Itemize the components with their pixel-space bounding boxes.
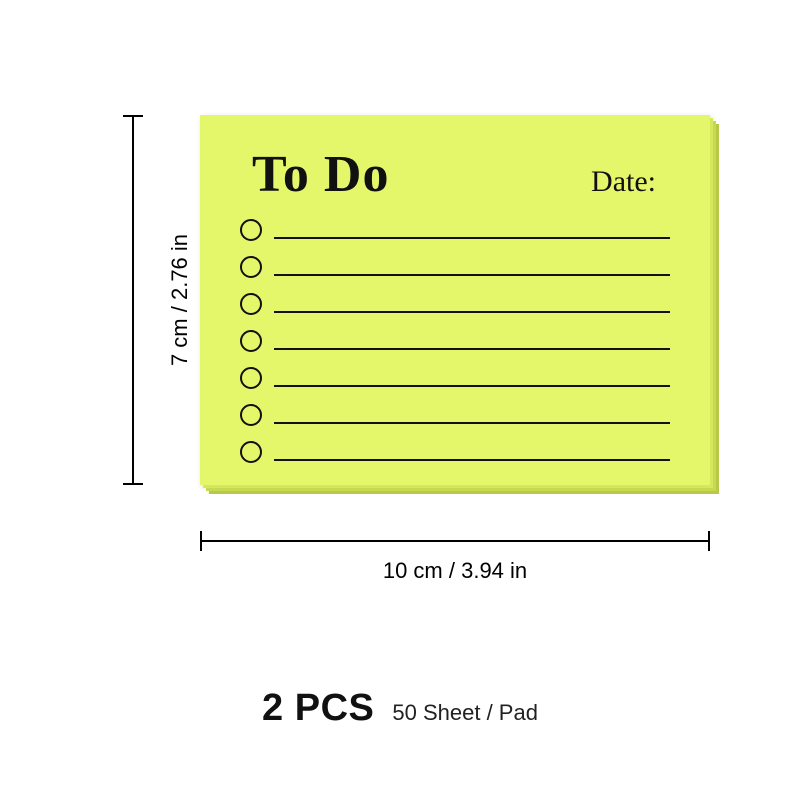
todo-line bbox=[274, 274, 670, 276]
todo-line bbox=[274, 348, 670, 350]
todo-row bbox=[240, 440, 670, 464]
product-infographic: To Do Date: 7 cm / 2.76 in 10 cm / 3.94 … bbox=[0, 0, 800, 800]
todo-row bbox=[240, 218, 670, 242]
todo-row bbox=[240, 403, 670, 427]
quantity-text: 2 PCS bbox=[262, 687, 374, 730]
pad-printed-content: To Do Date: bbox=[200, 115, 710, 485]
checkbox-circle-icon bbox=[240, 219, 262, 241]
checkbox-circle-icon bbox=[240, 330, 262, 352]
sticky-note-pad: To Do Date: bbox=[200, 115, 710, 485]
dimension-vertical-tick-top bbox=[123, 115, 143, 117]
todo-list bbox=[240, 218, 670, 464]
todo-row bbox=[240, 292, 670, 316]
dimension-horizontal-bar bbox=[200, 540, 710, 542]
sheet-info-text: 50 Sheet / Pad bbox=[392, 700, 538, 726]
todo-line bbox=[274, 311, 670, 313]
checkbox-circle-icon bbox=[240, 441, 262, 463]
checkbox-circle-icon bbox=[240, 293, 262, 315]
dimension-horizontal-label: 10 cm / 3.94 in bbox=[383, 558, 527, 584]
dimension-horizontal-tick-right bbox=[708, 531, 710, 551]
todo-row bbox=[240, 366, 670, 390]
pad-date-label: Date: bbox=[591, 165, 666, 199]
todo-row bbox=[240, 255, 670, 279]
footer: 2 PCS 50 Sheet / Pad bbox=[0, 687, 800, 730]
checkbox-circle-icon bbox=[240, 367, 262, 389]
dimension-vertical-bar bbox=[132, 115, 134, 485]
pad-stack: To Do Date: bbox=[200, 115, 710, 485]
pad-header: To Do Date: bbox=[240, 145, 670, 212]
todo-line bbox=[274, 459, 670, 461]
dimension-vertical-tick-bottom bbox=[123, 483, 143, 485]
todo-line bbox=[274, 385, 670, 387]
dimension-vertical-label: 7 cm / 2.76 in bbox=[167, 234, 193, 366]
todo-line bbox=[274, 237, 670, 239]
checkbox-circle-icon bbox=[240, 404, 262, 426]
todo-row bbox=[240, 329, 670, 353]
dimension-horizontal-tick-left bbox=[200, 531, 202, 551]
pad-title: To Do bbox=[252, 145, 389, 204]
todo-line bbox=[274, 422, 670, 424]
checkbox-circle-icon bbox=[240, 256, 262, 278]
